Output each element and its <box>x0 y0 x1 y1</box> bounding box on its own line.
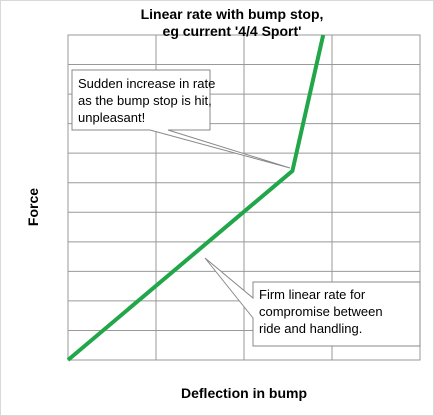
annotation: Firm linear rate for compromise between … <box>204 257 421 347</box>
data-line <box>66 34 326 362</box>
annotation-text: unpleasant! <box>78 110 145 125</box>
chart-title: Linear rate with bump stop, <box>141 6 324 22</box>
y-axis-label: Force <box>25 188 41 226</box>
annotation-text: compromise between <box>259 304 383 319</box>
plot-border <box>67 34 421 361</box>
annotation: Sudden increase in rate as the bump stop… <box>71 69 291 169</box>
annotation-text: Firm linear rate for <box>259 287 366 302</box>
chart-title: eg current '4/4 Sport' <box>163 23 302 39</box>
x-axis-label: Deflection in bump <box>181 385 307 401</box>
annotation-text: ride and handling. <box>259 321 362 336</box>
annotation-text: as the bump stop is hit, <box>78 93 212 108</box>
annotation-text: Sudden increase in rate <box>78 76 215 91</box>
series <box>66 34 326 362</box>
callout-box <box>204 257 421 347</box>
callout-box <box>71 69 291 169</box>
